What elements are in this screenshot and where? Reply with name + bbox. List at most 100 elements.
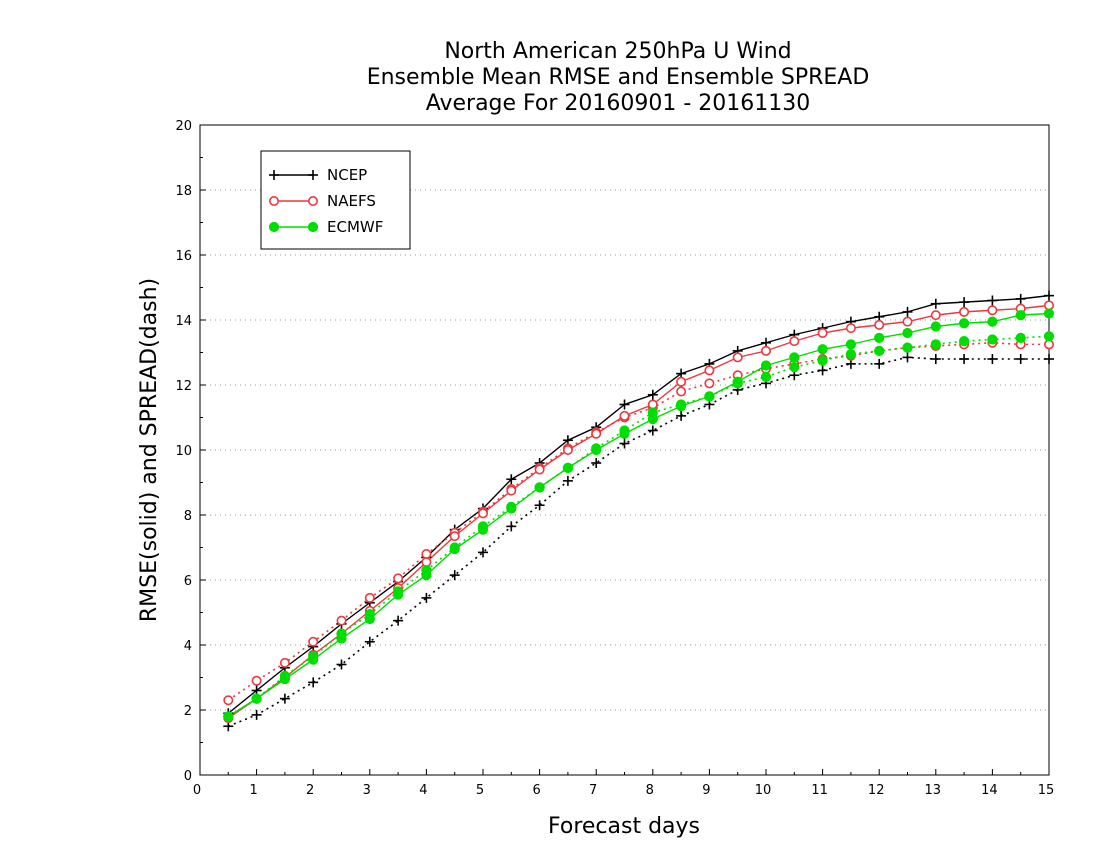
- naefs-spread-point: [308, 636, 319, 647]
- naefs-spread-point: [421, 548, 432, 559]
- ecmwf-spread-point: [902, 342, 913, 353]
- ecmwf-spread-point: [874, 345, 885, 356]
- ncep-spread-point: [534, 500, 545, 511]
- legend-ncep-marker: [308, 170, 318, 180]
- legend-ecmwf-marker: [307, 221, 319, 233]
- ecmwf-rmse-point: [874, 332, 885, 343]
- naefs-rmse-point: [732, 352, 743, 363]
- ncep-spread-point: [930, 354, 941, 364]
- legend-ncep-label: NCEP: [327, 166, 367, 184]
- title-line-3: Average For 20160901 - 20161130: [426, 91, 811, 116]
- ecmwf-rmse-point: [251, 693, 262, 704]
- x-tick-label: 15: [1038, 783, 1055, 798]
- ecmwf-rmse-point: [591, 444, 602, 456]
- ecmwf-rmse-point: [1015, 310, 1026, 321]
- ncep-spread-point: [449, 570, 460, 581]
- legend-naefs-marker: [307, 196, 318, 207]
- naefs-rmse-point: [562, 444, 573, 455]
- ncep-spread-point: [308, 677, 319, 688]
- x-tick-label: 8: [646, 783, 654, 798]
- ecmwf-spread-point: [1015, 332, 1026, 343]
- ncep-spread-point: [1044, 354, 1054, 364]
- ecmwf-rmse-point: [760, 360, 772, 371]
- ncep-spread-point: [506, 521, 517, 532]
- ecmwf-rmse-point: [223, 711, 234, 722]
- ncep-spread-point: [676, 410, 687, 421]
- naefs-rmse-point: [676, 376, 687, 387]
- ecmwf-rmse-point: [506, 503, 517, 514]
- y-tick-label: 0: [184, 769, 192, 784]
- naefs-rmse-point: [1044, 300, 1055, 311]
- naefs-rmse-point: [477, 508, 488, 519]
- naefs-rmse-point: [506, 485, 517, 496]
- title-line-2: Ensemble Mean RMSE and Ensemble SPREAD: [367, 65, 870, 90]
- ncep-spread-point: [902, 352, 913, 363]
- ncep-spread-point: [393, 615, 404, 626]
- naefs-rmse-point: [959, 306, 970, 317]
- legend-ncep-marker: [269, 170, 279, 180]
- ecmwf-rmse-point: [449, 544, 460, 555]
- legend-box: [260, 150, 411, 250]
- x-tick-label: 9: [702, 783, 710, 798]
- ecmwf-rmse-point: [393, 589, 404, 600]
- ecmwf-rmse-point: [562, 462, 574, 473]
- y-tick-label: 4: [184, 639, 192, 654]
- naefs-spread-point: [336, 615, 347, 626]
- x-tick-label: 12: [868, 783, 885, 798]
- ecmwf-rmse-point: [732, 376, 743, 387]
- x-tick-label: 3: [363, 783, 371, 798]
- ecmwf-rmse-point: [902, 327, 913, 339]
- ecmwf-rmse-point: [421, 570, 432, 581]
- ecmwf-rmse-point: [336, 633, 347, 644]
- ncep-spread-point: [619, 438, 630, 449]
- naefs-rmse-point: [874, 319, 885, 330]
- ecmwf-rmse-point: [987, 316, 998, 327]
- naefs-rmse-point: [591, 428, 602, 439]
- ncep-spread-point: [421, 592, 432, 603]
- ncep-rmse-point: [647, 389, 658, 400]
- naefs-rmse-point: [760, 345, 771, 356]
- naefs-rmse-point: [534, 464, 545, 475]
- y-tick-label: 14: [175, 314, 192, 329]
- ncep-rmse-point: [1044, 290, 1054, 301]
- x-tick-label: 1: [249, 783, 257, 798]
- ecmwf-rmse-point: [789, 352, 800, 363]
- ncep-spread-point: [874, 358, 885, 369]
- naefs-rmse-point: [902, 316, 913, 327]
- naefs-rmse-point: [987, 305, 998, 316]
- y-tick-label: 2: [184, 704, 192, 719]
- x-tick-label: 0: [193, 783, 201, 798]
- naefs-rmse-point: [421, 557, 432, 568]
- x-tick-label: 11: [811, 783, 828, 798]
- ecmwf-rmse-point: [619, 428, 630, 439]
- naefs-spread-point: [279, 657, 290, 668]
- ncep-spread-point: [591, 458, 602, 468]
- ecmwf-spread-point: [1043, 331, 1055, 342]
- naefs-rmse-point: [845, 323, 856, 334]
- x-tick-label: 6: [532, 783, 540, 798]
- x-tick-label: 5: [476, 783, 484, 798]
- ecmwf-spread-point: [930, 339, 941, 350]
- ecmwf-rmse-point: [704, 391, 715, 402]
- ncep-spread-point: [647, 425, 658, 436]
- ncep-rmse-point: [959, 297, 970, 308]
- ncep-spread-point: [336, 659, 347, 670]
- ncep-spread-point: [251, 709, 262, 720]
- ecmwf-rmse-point: [930, 321, 941, 332]
- ecmwf-rmse-point: [676, 401, 687, 412]
- legend-ecmwf-marker: [268, 221, 280, 233]
- y-tick-label: 8: [184, 509, 192, 524]
- x-tick-label: 7: [589, 783, 597, 798]
- title-line-1: North American 250hPa U Wind: [444, 39, 791, 64]
- legend: NCEP NAEFS ECMWF: [260, 150, 411, 250]
- ecmwf-rmse-point: [817, 344, 828, 355]
- ecmwf-rmse-point: [1043, 308, 1055, 319]
- naefs-spread-line: [227, 341, 1049, 701]
- ncep-rmse-point: [506, 474, 517, 485]
- ncep-spread-point: [562, 475, 573, 486]
- naefs-spread-point: [393, 573, 404, 584]
- naefs-spread-point: [251, 675, 262, 686]
- y-tick-label: 18: [175, 184, 192, 199]
- ncep-spread-point: [1015, 354, 1026, 364]
